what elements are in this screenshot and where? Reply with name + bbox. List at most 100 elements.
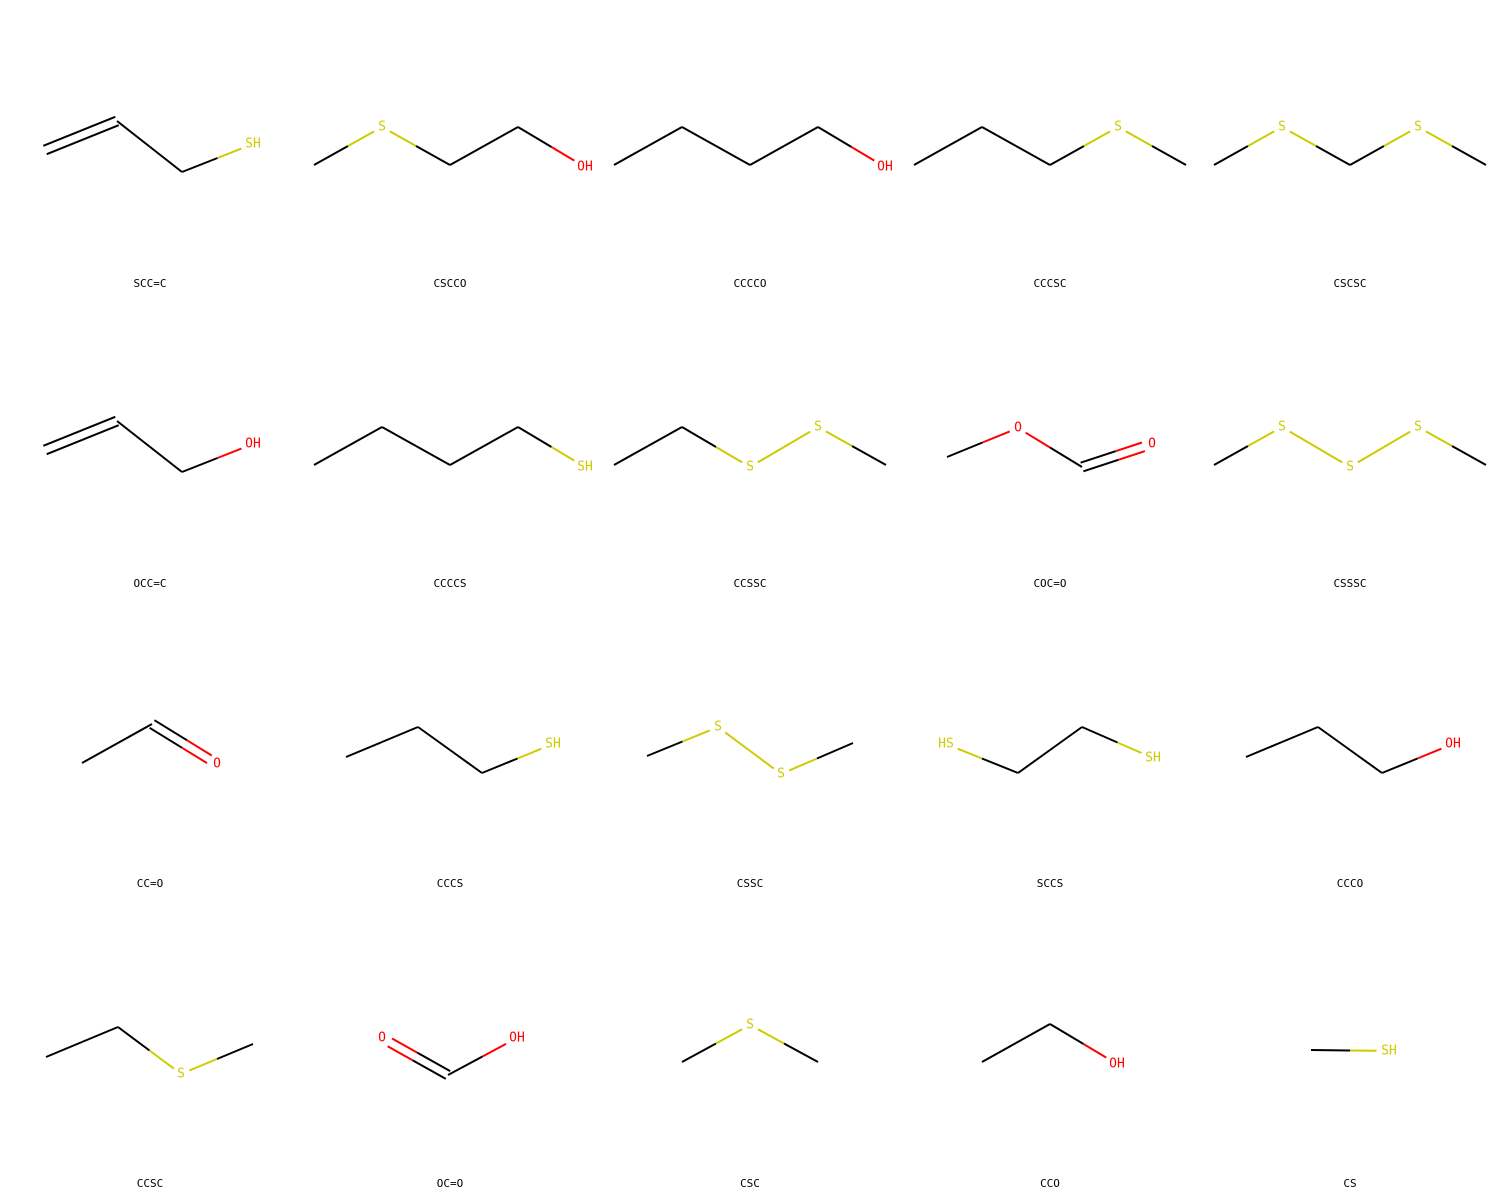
double-bond-line (82, 424, 120, 441)
atom-label: S (378, 120, 386, 135)
atom-label: S (1278, 420, 1286, 435)
bond-line (817, 126, 853, 148)
bond-line (116, 723, 153, 745)
bond-line (483, 126, 519, 147)
bond-line (1383, 130, 1411, 147)
smiles-caption: CSSC (737, 877, 764, 890)
molecule-cell: SH CS (1310, 1044, 1397, 1190)
atom-label: O (213, 757, 221, 772)
bond-line (1213, 445, 1249, 466)
atom-label: SH (1381, 1044, 1397, 1059)
bond-line (415, 445, 451, 466)
bond-line (148, 145, 183, 173)
molecule-cell: S CSC (681, 1018, 819, 1190)
atom-label: SH (577, 460, 593, 475)
double-bond-line (153, 719, 188, 742)
bond-line (550, 146, 575, 162)
smiles-caption: CSSSC (1333, 577, 1366, 590)
double-bond-line (42, 130, 80, 147)
bond-line (1451, 145, 1487, 166)
bond-line (449, 145, 485, 166)
molecule-cell: S S S CSSSC (1213, 420, 1487, 590)
double-bond-line (186, 739, 213, 757)
atom-label: S (1278, 120, 1286, 135)
bond-line (816, 742, 854, 760)
smiles-caption: CSCCO (433, 277, 466, 290)
molecule-cell: HS SH SCCS (938, 726, 1161, 890)
bond-line (1015, 145, 1051, 166)
bond-line (613, 145, 649, 166)
bond-line (148, 1049, 175, 1070)
double-bond-line (1080, 450, 1116, 464)
bond-line (1081, 726, 1118, 744)
smiles-caption: CCSSC (733, 577, 766, 590)
bond-line (947, 126, 983, 147)
bond-line (913, 145, 949, 166)
bond-line (1425, 430, 1453, 447)
molecule-cell: S CCCSC (913, 120, 1187, 290)
bond-line (783, 1042, 819, 1063)
bond-line (682, 729, 711, 743)
bond-line (647, 426, 683, 447)
bond-line (1049, 145, 1085, 166)
double-bond-line (149, 726, 183, 749)
bond-line (1117, 741, 1142, 754)
smiles-caption: SCCS (1037, 877, 1064, 890)
atom-label: S (746, 1018, 754, 1033)
bond-line (851, 445, 887, 466)
bond-line (517, 126, 553, 148)
molecule-cell: O OH OC=O (378, 1031, 525, 1191)
bond-line (981, 126, 1017, 147)
atom-label: S (177, 1067, 185, 1082)
bond-line (1083, 130, 1111, 147)
bond-line (1310, 1049, 1351, 1052)
smiles-caption: CSC (740, 1177, 760, 1190)
bond-line (45, 1041, 83, 1058)
bond-line (1289, 430, 1317, 448)
double-bond-line (387, 1045, 414, 1062)
bond-line (1451, 445, 1487, 466)
bond-line (749, 145, 785, 166)
molecule-cell: S S CSCSC (1213, 120, 1487, 290)
bond-line (681, 1042, 717, 1063)
bond-line (715, 1028, 743, 1045)
bond-line (715, 145, 751, 166)
bond-line (117, 1026, 151, 1052)
bond-line (757, 1028, 785, 1045)
molecule-cell: SH CCCS (345, 726, 561, 890)
atom-label: HS (938, 737, 954, 752)
bond-line (217, 447, 242, 459)
bond-line (681, 426, 717, 448)
molecule-cell: O CC=O (81, 719, 221, 890)
bond-line (1383, 430, 1411, 448)
bond-line (517, 426, 553, 448)
bond-line (1425, 130, 1453, 147)
bond-line (825, 430, 853, 447)
molecule-cell: S S CSSC (646, 720, 854, 890)
bond-line (1349, 145, 1385, 166)
bond-line (850, 146, 875, 162)
bond-line (1213, 145, 1249, 166)
bond-line (613, 445, 649, 466)
bond-line (1049, 446, 1083, 468)
bond-line (1289, 130, 1317, 147)
bond-line (217, 147, 242, 159)
bond-line (1247, 130, 1275, 147)
bond-line (946, 441, 983, 458)
atom-label: SH (245, 137, 261, 152)
double-bond-line (391, 1037, 418, 1054)
bond-line (1315, 145, 1351, 166)
double-bond-line (416, 1051, 451, 1072)
bond-line (1317, 726, 1351, 751)
bond-line (389, 130, 417, 147)
atom-label: S (746, 460, 754, 475)
atom-label: SH (545, 737, 561, 752)
bond-line (981, 757, 1019, 774)
double-bond-line (82, 124, 120, 141)
bond-line (646, 740, 683, 757)
molecule-cell: O O COC=O (946, 421, 1156, 590)
bond-line (345, 741, 383, 758)
bond-line (982, 430, 1011, 444)
